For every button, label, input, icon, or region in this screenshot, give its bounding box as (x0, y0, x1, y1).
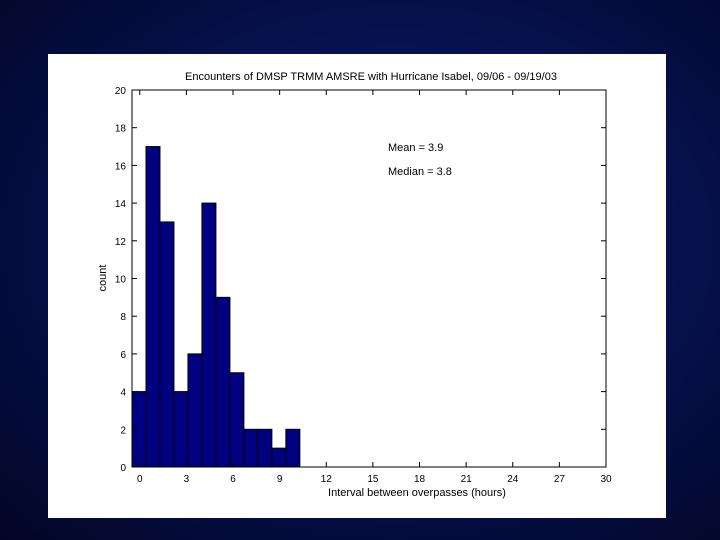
y-tick-label: 6 (120, 350, 126, 361)
y-tick-label: 18 (115, 124, 127, 135)
x-tick-label: 9 (277, 474, 283, 485)
x-tick-label: 18 (414, 474, 426, 485)
y-tick-label: 12 (115, 237, 127, 248)
y-tick-label: 2 (120, 425, 126, 436)
y-tick-label: 8 (120, 312, 126, 323)
mean-annotation: Mean = 3.9 (388, 142, 443, 154)
x-tick-label: 12 (321, 474, 333, 485)
x-axis-title: Interval between overpasses (hours) (328, 487, 506, 499)
x-tick-label: 27 (554, 474, 566, 485)
median-annotation: Median = 3.8 (388, 166, 452, 178)
histogram-bar (285, 428, 301, 468)
x-tick-label: 21 (461, 474, 473, 485)
y-tick-label: 4 (120, 388, 126, 399)
histogram-bar (215, 296, 231, 468)
chart-panel: Encounters of DMSP TRMM AMSRE with Hurri… (48, 54, 666, 518)
y-tick-label: 0 (120, 463, 126, 474)
x-tick-label: 30 (600, 474, 612, 485)
histogram-bar (159, 221, 175, 468)
x-tick-label: 3 (184, 474, 190, 485)
histogram-bar (201, 202, 217, 468)
ticks-group (132, 89, 607, 468)
y-tick-label: 14 (115, 199, 127, 210)
x-tick-label: 6 (230, 474, 236, 485)
chart-title: Encounters of DMSP TRMM AMSRE with Hurri… (185, 71, 557, 83)
y-axis-title: count (97, 265, 109, 292)
histogram-bar (243, 428, 259, 468)
bars-group (131, 146, 301, 468)
y-tick-label: 20 (115, 86, 127, 97)
histogram-bar (229, 372, 245, 468)
x-tick-label: 0 (137, 474, 143, 485)
y-tick-label: 16 (115, 161, 127, 172)
y-tick-label: 10 (115, 275, 127, 286)
x-tick-label: 24 (507, 474, 519, 485)
histogram-bar (257, 428, 273, 468)
histogram-chart: Encounters of DMSP TRMM AMSRE with Hurri… (97, 71, 612, 499)
histogram-bar (187, 353, 203, 468)
histogram-bar (173, 391, 189, 468)
histogram-bar (145, 146, 161, 468)
x-tick-label: 15 (367, 474, 379, 485)
histogram-bar (271, 447, 287, 468)
